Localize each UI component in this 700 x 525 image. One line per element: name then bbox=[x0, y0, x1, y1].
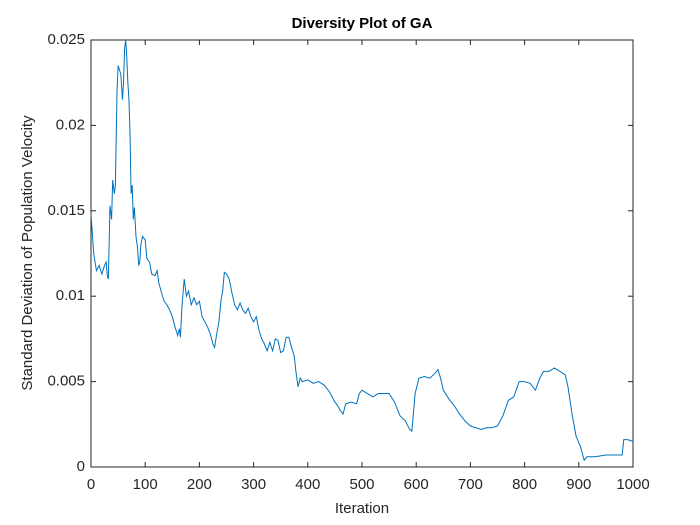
x-tick-label: 900 bbox=[566, 476, 591, 493]
y-tick-label: 0.01 bbox=[56, 287, 85, 304]
x-tick-label: 800 bbox=[512, 476, 537, 493]
y-tick-label: 0.005 bbox=[47, 373, 85, 390]
chart-title: Diversity Plot of GA bbox=[292, 15, 433, 32]
x-tick-label: 200 bbox=[187, 476, 212, 493]
y-axis-label: Standard Deviation of Population Velocit… bbox=[19, 115, 36, 391]
x-tick-label: 1000 bbox=[616, 476, 649, 493]
x-tick-label: 700 bbox=[458, 476, 483, 493]
x-tick-label: 400 bbox=[295, 476, 320, 493]
x-tick-label: 0 bbox=[87, 476, 95, 493]
x-axis-label: Iteration bbox=[335, 500, 389, 517]
y-tick-label: 0 bbox=[77, 458, 85, 475]
x-tick-label: 300 bbox=[241, 476, 266, 493]
y-tick-label: 0.025 bbox=[47, 31, 85, 48]
x-tick-label: 100 bbox=[133, 476, 158, 493]
y-tick-label: 0.02 bbox=[56, 116, 85, 133]
x-tick-label: 500 bbox=[349, 476, 374, 493]
x-tick-label: 600 bbox=[404, 476, 429, 493]
data-line bbox=[90, 39, 634, 462]
y-tick-label: 0.015 bbox=[47, 202, 85, 219]
